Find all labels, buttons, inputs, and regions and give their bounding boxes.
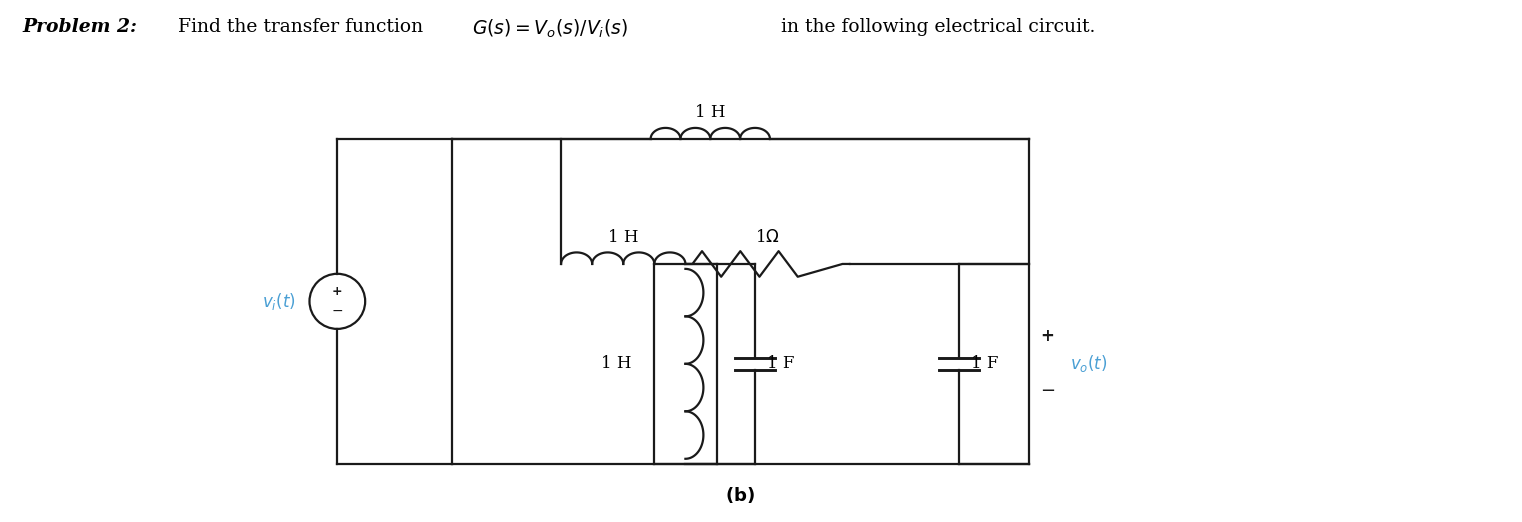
- Text: +: +: [1041, 327, 1055, 345]
- Text: $v_i(t)$: $v_i(t)$: [262, 291, 295, 312]
- Text: 1 H: 1 H: [601, 355, 632, 372]
- Text: $v_o(t)$: $v_o(t)$: [1070, 353, 1108, 374]
- Text: in the following electrical circuit.: in the following electrical circuit.: [775, 18, 1096, 36]
- Text: Find the transfer function: Find the transfer function: [178, 18, 429, 36]
- Text: 1 F: 1 F: [971, 355, 998, 372]
- Text: 1 H: 1 H: [607, 229, 639, 246]
- Text: 1$\Omega$: 1$\Omega$: [755, 229, 779, 246]
- Text: 1 H: 1 H: [696, 104, 726, 121]
- Text: $\mathbf{(b)}$: $\mathbf{(b)}$: [724, 485, 755, 505]
- Text: −: −: [1041, 383, 1056, 400]
- Text: $G(s) = V_o(s)/V_i(s)$: $G(s) = V_o(s)/V_i(s)$: [472, 18, 627, 40]
- Text: −: −: [332, 304, 342, 318]
- Text: +: +: [332, 285, 342, 298]
- Text: Problem 2:: Problem 2:: [21, 18, 137, 36]
- Text: 1 F: 1 F: [767, 355, 794, 372]
